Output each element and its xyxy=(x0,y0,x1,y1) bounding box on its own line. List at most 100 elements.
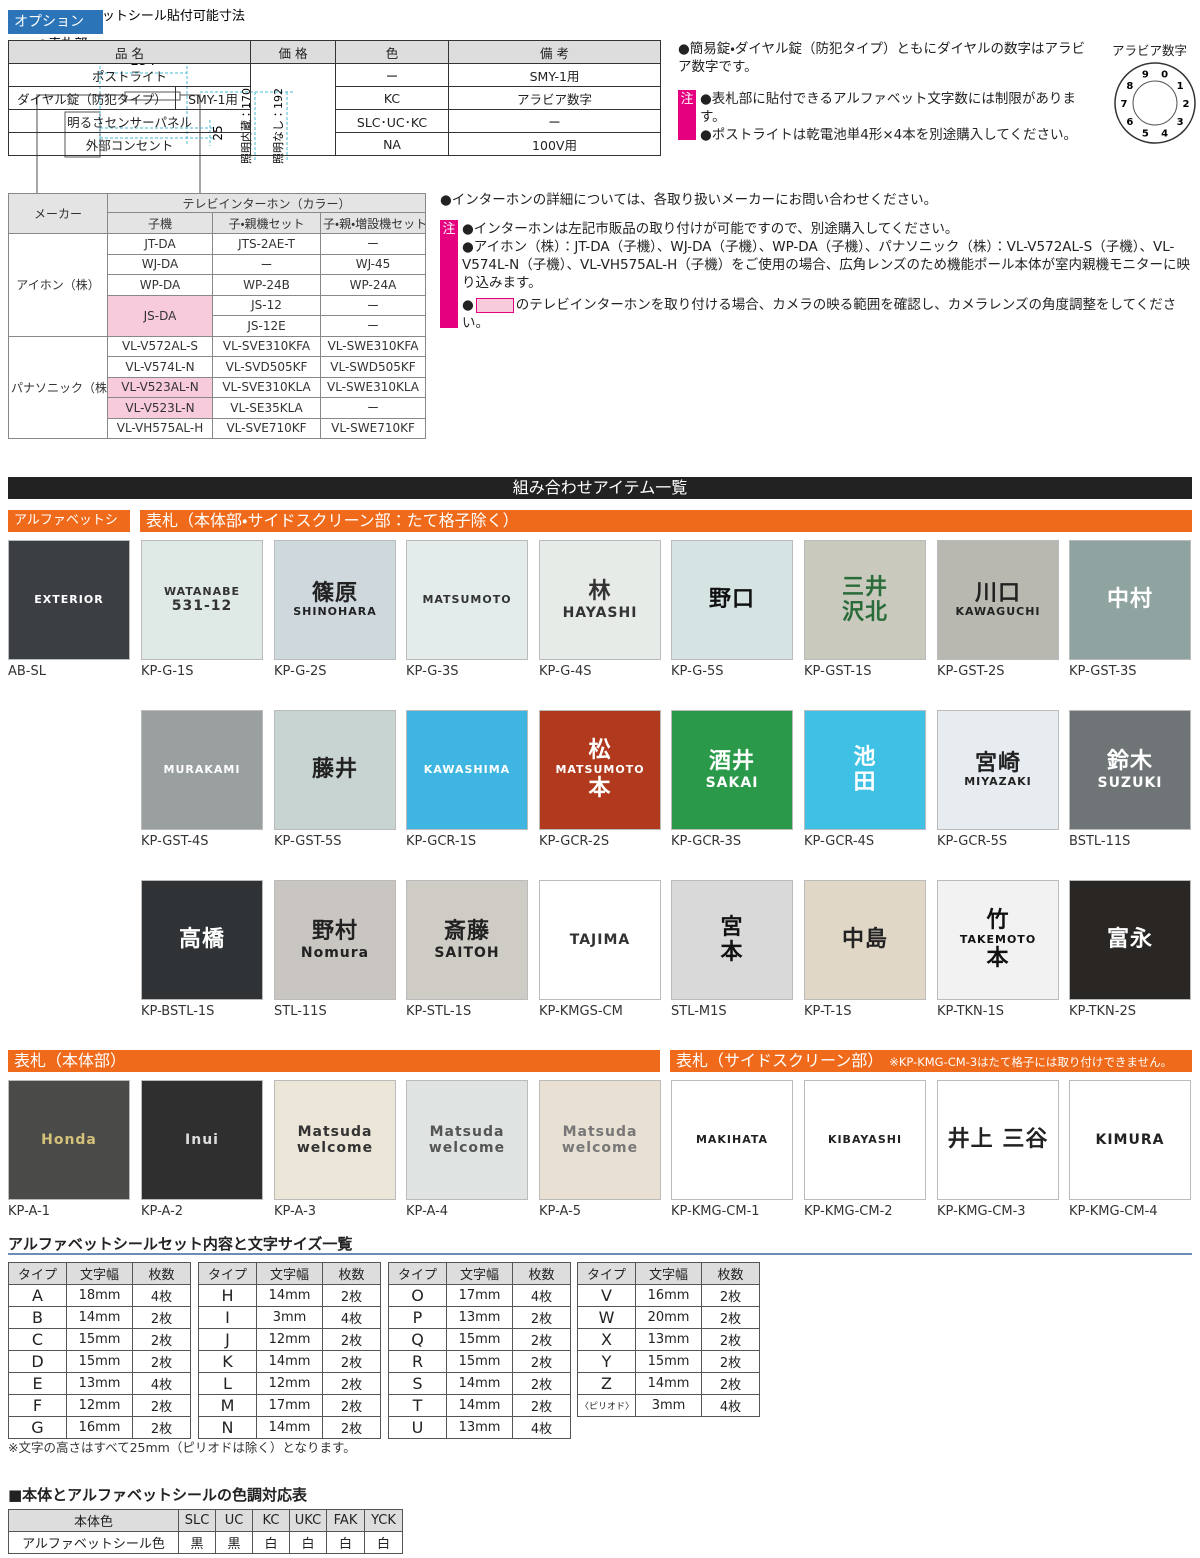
seal-cell: 16mm xyxy=(66,1416,133,1439)
plate-text: 竹 xyxy=(986,908,1010,934)
section-title: アルファベットシールセット内容と文字サイズ一覧 xyxy=(8,1233,1192,1255)
dial-digit: 0 xyxy=(1161,70,1168,81)
seal-cell: 14mm xyxy=(256,1416,323,1439)
model-cell: VL-V572AL-S xyxy=(107,335,213,357)
model-cell: ー xyxy=(212,253,321,275)
group-bar: アルファベットシール xyxy=(8,510,130,550)
seal-cell: 2枚 xyxy=(701,1350,760,1373)
color-cell: 白 xyxy=(326,1531,365,1554)
header-cell: 子・親・増設機セット xyxy=(320,212,426,234)
plate-image: Matsuda welcome xyxy=(274,1080,396,1200)
dial-digit: 6 xyxy=(1126,117,1133,128)
dial-digit: 9 xyxy=(1142,70,1149,81)
dial-digit: 7 xyxy=(1121,99,1128,110)
plate-text: 川口 xyxy=(974,581,1021,607)
plate-text: 本 xyxy=(720,940,744,965)
color-cell: ー xyxy=(335,63,450,87)
item-code: KP-KMG-CM-1 xyxy=(671,1204,760,1219)
note-cell: ー xyxy=(448,109,662,133)
seal-cell: 18mm xyxy=(66,1284,133,1307)
plate-image: KIMURA xyxy=(1069,1080,1191,1200)
row: アルファベットシール色黒黒白白白白 xyxy=(8,1531,403,1554)
header-cell: 価 格 xyxy=(250,40,337,64)
header-cell: タイプ xyxy=(388,1262,447,1285)
seal-cell: 15mm xyxy=(446,1328,513,1351)
seal-cell: 2枚 xyxy=(322,1372,381,1395)
model-cell: VL-SWE310KLA xyxy=(320,376,426,398)
seal-cell: 14mm xyxy=(446,1394,513,1417)
seal-cell: P xyxy=(388,1306,447,1329)
plate-image: Inui xyxy=(141,1080,263,1200)
plate-text: 野口 xyxy=(708,587,755,613)
header-cell: UC xyxy=(215,1509,253,1532)
row: WP-DA WP-24B WP-24A xyxy=(9,274,426,296)
header-cell: 枚数 xyxy=(701,1262,760,1285)
seal-cell: G xyxy=(8,1416,67,1439)
row: V 16mm 2枚 xyxy=(577,1284,760,1307)
plate-image: 酒井 SAKAI xyxy=(671,710,793,830)
caution-mark: 注 xyxy=(440,220,458,328)
item-code: KP-TKN-1S xyxy=(937,1004,1004,1019)
plate-text: WATANABE xyxy=(163,584,241,598)
seal-cell: M xyxy=(198,1394,257,1417)
color-cell: アルファベットシール色 xyxy=(8,1531,179,1554)
model-cell: JS-DA xyxy=(107,294,213,337)
plate-image: MURAKAMI xyxy=(141,710,263,830)
seal-cell: S xyxy=(388,1372,447,1395)
header-cell: 色 xyxy=(335,40,450,64)
header-cell: KC xyxy=(252,1509,290,1532)
model-cell: ー xyxy=(320,315,426,337)
seal-cell: 17mm xyxy=(256,1394,323,1417)
seal-cell: A xyxy=(8,1284,67,1307)
row: D 15mm 2枚 xyxy=(8,1350,191,1373)
row: H 14mm 2枚 xyxy=(198,1284,381,1307)
header-cell: 枚数 xyxy=(322,1262,381,1285)
plate-text: 本 xyxy=(588,776,612,802)
model-cell: VL-V523L-N xyxy=(107,397,213,419)
row: T 14mm 2枚 xyxy=(388,1394,571,1417)
header-cell: YCK xyxy=(364,1509,403,1532)
plate-text: 本 xyxy=(986,946,1010,972)
plate-text: 宮 xyxy=(720,914,744,940)
plate-image: Matsuda welcome xyxy=(406,1080,528,1200)
plate-text: 松 xyxy=(588,738,612,764)
seal-cell: L xyxy=(198,1372,257,1395)
header-row: タイプ 文字幅 枚数 xyxy=(388,1262,571,1285)
item-code: KP-G-5S xyxy=(671,664,724,679)
header-cell: タイプ xyxy=(577,1262,636,1285)
model-cell: VL-V574L-N xyxy=(107,356,213,378)
header-cell: 文字幅 xyxy=(635,1262,702,1285)
item-code: KP-STL-1S xyxy=(406,1004,472,1019)
color-cell: 黒 xyxy=(215,1531,253,1554)
seal-cell: J xyxy=(198,1328,257,1351)
footnote: ※文字の高さはすべて25mm（ピリオドは除く）となります。 xyxy=(8,1440,356,1455)
plate-image: 川口 KAWAGUCHI xyxy=(937,540,1059,660)
item-code: KP-GST-3S xyxy=(1069,664,1137,679)
plate-text: 531-12 xyxy=(171,598,233,615)
plate-image: 鈴木 SUZUKI xyxy=(1069,710,1191,830)
seal-cell: 13mm xyxy=(66,1372,133,1395)
seal-cell: 2枚 xyxy=(701,1306,760,1329)
seal-cell: H xyxy=(198,1284,257,1307)
seal-cell: 4枚 xyxy=(512,1416,571,1439)
model-cell: WP-24B xyxy=(212,274,321,296)
header-cell: 枚数 xyxy=(132,1262,191,1285)
header-cell: タイプ xyxy=(198,1262,257,1285)
name-cell: 外部コンセント xyxy=(7,132,252,156)
plate-image: MAKIHATA xyxy=(671,1080,793,1200)
plate-text: Matsuda xyxy=(297,1123,373,1140)
row: I 3mm 4枚 xyxy=(198,1306,381,1329)
dial-digit: 5 xyxy=(1142,128,1149,139)
item-code: KP-BSTL-1S xyxy=(141,1004,215,1019)
seal-cell: 2枚 xyxy=(132,1394,191,1417)
seal-cell: 2枚 xyxy=(132,1350,191,1373)
model-cell: ー xyxy=(320,397,426,419)
plate-image: 野村 Nomura xyxy=(274,880,396,1000)
color-cell: 白 xyxy=(252,1531,290,1554)
row: R 15mm 2枚 xyxy=(388,1350,571,1373)
item-code: KP-GST-2S xyxy=(937,664,1005,679)
plate-text: Inui xyxy=(185,1131,219,1148)
options-table: 品 名価 格色備 考ポストライトー SMY-1用 ダイヤル錠（防犯タイプ） SMY-1… xyxy=(7,40,662,156)
seal-cell: 2枚 xyxy=(512,1306,571,1329)
row: VL-V523AL-N VL-SVE310KLA VL-SWE310KLA xyxy=(9,376,426,398)
